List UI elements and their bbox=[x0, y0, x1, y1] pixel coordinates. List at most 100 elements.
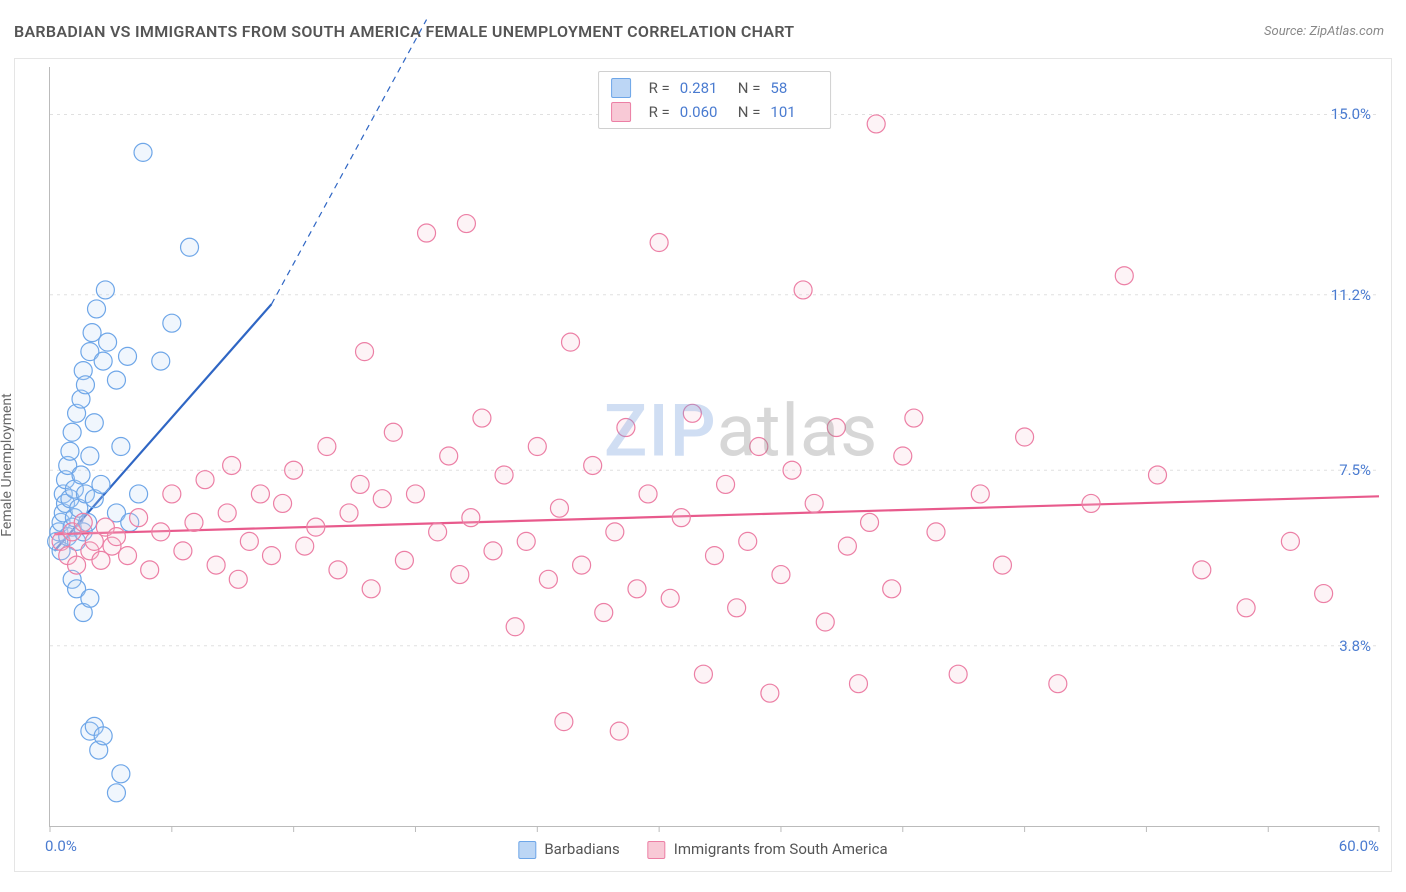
data-point bbox=[484, 542, 502, 560]
data-point bbox=[539, 570, 557, 588]
scatter-plot-svg bbox=[50, 67, 1379, 826]
data-point bbox=[223, 456, 241, 474]
data-point bbox=[1016, 428, 1034, 446]
correlation-legend-row: R =0.060N =101 bbox=[611, 100, 819, 124]
data-point bbox=[805, 494, 823, 512]
data-point bbox=[107, 528, 125, 546]
data-point bbox=[340, 504, 358, 522]
x-axis-min-label: 0.0% bbox=[45, 837, 77, 855]
data-point bbox=[595, 604, 613, 622]
data-point bbox=[694, 665, 712, 683]
data-point bbox=[606, 523, 624, 541]
data-point bbox=[728, 599, 746, 617]
data-point bbox=[1115, 267, 1133, 285]
data-point bbox=[617, 419, 635, 437]
data-point bbox=[794, 281, 812, 299]
data-point bbox=[107, 371, 125, 389]
data-point bbox=[318, 438, 336, 456]
data-point bbox=[750, 438, 768, 456]
data-point bbox=[661, 589, 679, 607]
data-point bbox=[528, 438, 546, 456]
data-point bbox=[112, 438, 130, 456]
data-point bbox=[94, 352, 112, 370]
data-point bbox=[783, 461, 801, 479]
data-point bbox=[739, 532, 757, 550]
data-point bbox=[462, 509, 480, 527]
data-point bbox=[68, 556, 86, 574]
data-point bbox=[163, 314, 181, 332]
data-point bbox=[152, 352, 170, 370]
data-point bbox=[251, 485, 269, 503]
correlation-legend-row: R =0.281N =58 bbox=[611, 76, 819, 100]
data-point bbox=[861, 513, 879, 531]
n-value: 101 bbox=[770, 103, 818, 121]
data-point bbox=[76, 376, 94, 394]
data-point bbox=[107, 784, 125, 802]
data-point bbox=[905, 409, 923, 427]
data-point bbox=[119, 547, 137, 565]
data-point bbox=[61, 442, 79, 460]
data-point bbox=[1082, 494, 1100, 512]
data-point bbox=[1281, 532, 1299, 550]
source-prefix: Source: bbox=[1264, 24, 1309, 39]
data-point bbox=[672, 509, 690, 527]
data-point bbox=[1193, 561, 1211, 579]
data-point bbox=[130, 485, 148, 503]
data-point bbox=[473, 409, 491, 427]
source-attribution: Source: ZipAtlas.com bbox=[1264, 24, 1384, 39]
data-point bbox=[74, 513, 92, 531]
data-point bbox=[838, 537, 856, 555]
n-value: 58 bbox=[770, 79, 818, 97]
y-axis-label: Female Unemployment bbox=[0, 393, 15, 537]
data-point bbox=[92, 475, 110, 493]
data-point bbox=[451, 566, 469, 584]
data-point bbox=[1149, 466, 1167, 484]
legend-swatch bbox=[648, 841, 666, 859]
data-point bbox=[639, 485, 657, 503]
data-point bbox=[717, 475, 735, 493]
chart-container: Female Unemployment ZIPatlas R =0.281N =… bbox=[14, 58, 1392, 872]
r-value: 0.060 bbox=[680, 103, 728, 121]
data-point bbox=[141, 561, 159, 579]
data-point bbox=[429, 523, 447, 541]
data-point bbox=[99, 333, 117, 351]
data-point bbox=[229, 570, 247, 588]
data-point bbox=[373, 490, 391, 508]
data-point bbox=[517, 532, 535, 550]
data-point bbox=[196, 471, 214, 489]
data-point bbox=[296, 537, 314, 555]
data-point bbox=[495, 466, 513, 484]
data-point bbox=[506, 618, 524, 636]
y-tick-label: 15.0% bbox=[1331, 105, 1371, 123]
r-value: 0.281 bbox=[680, 79, 728, 97]
data-point bbox=[1315, 585, 1333, 603]
legend-swatch bbox=[611, 78, 631, 98]
data-point bbox=[971, 485, 989, 503]
data-point bbox=[849, 675, 867, 693]
data-point bbox=[1237, 599, 1255, 617]
data-point bbox=[562, 333, 580, 351]
data-point bbox=[418, 224, 436, 242]
series-legend: BarbadiansImmigrants from South America bbox=[518, 840, 887, 859]
data-point bbox=[96, 281, 114, 299]
plot-area: ZIPatlas R =0.281N =58R =0.060N =101 bbox=[49, 67, 1379, 827]
data-point bbox=[894, 447, 912, 465]
data-point bbox=[263, 547, 281, 565]
data-point bbox=[883, 580, 901, 598]
trend-line bbox=[54, 496, 1379, 534]
data-point bbox=[94, 727, 112, 745]
data-point bbox=[63, 423, 81, 441]
data-point bbox=[1049, 675, 1067, 693]
data-point bbox=[83, 324, 101, 342]
data-point bbox=[356, 343, 374, 361]
data-point bbox=[130, 509, 148, 527]
data-point bbox=[406, 485, 424, 503]
data-point bbox=[827, 419, 845, 437]
data-point bbox=[218, 504, 236, 522]
legend-swatch bbox=[611, 102, 631, 122]
data-point bbox=[706, 547, 724, 565]
data-point bbox=[351, 475, 369, 493]
y-tick-label: 7.5% bbox=[1339, 461, 1371, 479]
data-point bbox=[650, 234, 668, 252]
data-point bbox=[81, 589, 99, 607]
